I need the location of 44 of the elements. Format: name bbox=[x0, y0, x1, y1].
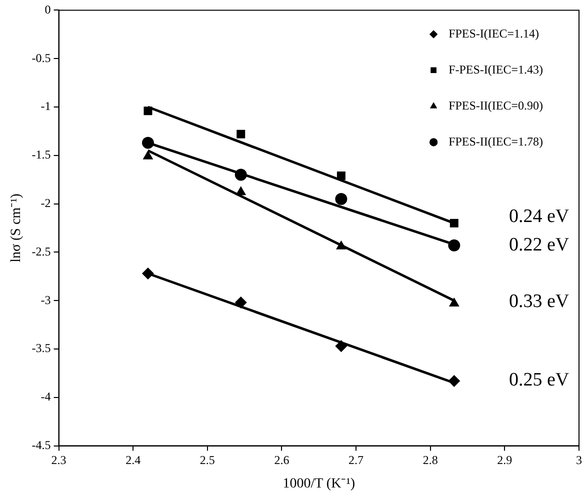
point bbox=[448, 239, 460, 252]
y-tick-label: -1.5 bbox=[32, 148, 51, 162]
point bbox=[234, 168, 247, 181]
point bbox=[335, 192, 348, 205]
point bbox=[236, 186, 246, 196]
y-tick-label: -4.5 bbox=[32, 438, 51, 452]
legend-label: F-PES-I(IEC=1.43) bbox=[448, 62, 544, 76]
annotation: 0.24 eV bbox=[509, 206, 570, 228]
y-tick-label: -2 bbox=[40, 196, 51, 210]
y-tick-label: -0.5 bbox=[32, 50, 51, 65]
y-tick-label: -2.5 bbox=[32, 244, 51, 258]
x-tick-label: 2.5 bbox=[200, 453, 215, 468]
y-tick-label: -4 bbox=[40, 390, 51, 404]
x-tick-label: 2.4 bbox=[126, 453, 141, 468]
x-tick-label: 3 bbox=[576, 453, 582, 468]
x-tick-label: 2.3 bbox=[51, 453, 66, 468]
annotation: 0.25 eV bbox=[509, 369, 570, 390]
point bbox=[336, 240, 346, 250]
point bbox=[234, 296, 247, 309]
legend-label: FPES-II(IEC=1.78) bbox=[448, 134, 544, 148]
point bbox=[336, 171, 346, 180]
y-tick-label: -1 bbox=[40, 99, 51, 114]
y-axis-title: lnσ (S cm⁻¹) bbox=[9, 193, 24, 262]
x-axis-title: 1000/T (K⁻¹) bbox=[282, 476, 356, 492]
annotation: 0.22 eV bbox=[509, 234, 570, 256]
point bbox=[236, 130, 246, 138]
x-tick-label: 2.8 bbox=[422, 453, 438, 468]
point bbox=[142, 150, 154, 160]
y-tick-label: -3.5 bbox=[32, 341, 51, 356]
x-tick-label: 2.7 bbox=[348, 453, 364, 468]
point bbox=[448, 298, 460, 307]
point bbox=[144, 106, 152, 116]
point bbox=[450, 218, 458, 228]
legend-label: FPES-II(IEC=0.90) bbox=[448, 98, 544, 112]
x-tick-label: 2.9 bbox=[497, 453, 512, 468]
point bbox=[142, 136, 154, 149]
y-tick-label: -3 bbox=[40, 292, 51, 307]
annotation: 0.33 eV bbox=[509, 291, 570, 312]
x-tick-label: 2.6 bbox=[274, 453, 290, 468]
point bbox=[142, 267, 154, 280]
point bbox=[448, 374, 460, 387]
legend-label: FPES-I(IEC=1.14) bbox=[448, 26, 540, 40]
point bbox=[335, 340, 348, 352]
y-tick-label: 0 bbox=[44, 2, 51, 16]
